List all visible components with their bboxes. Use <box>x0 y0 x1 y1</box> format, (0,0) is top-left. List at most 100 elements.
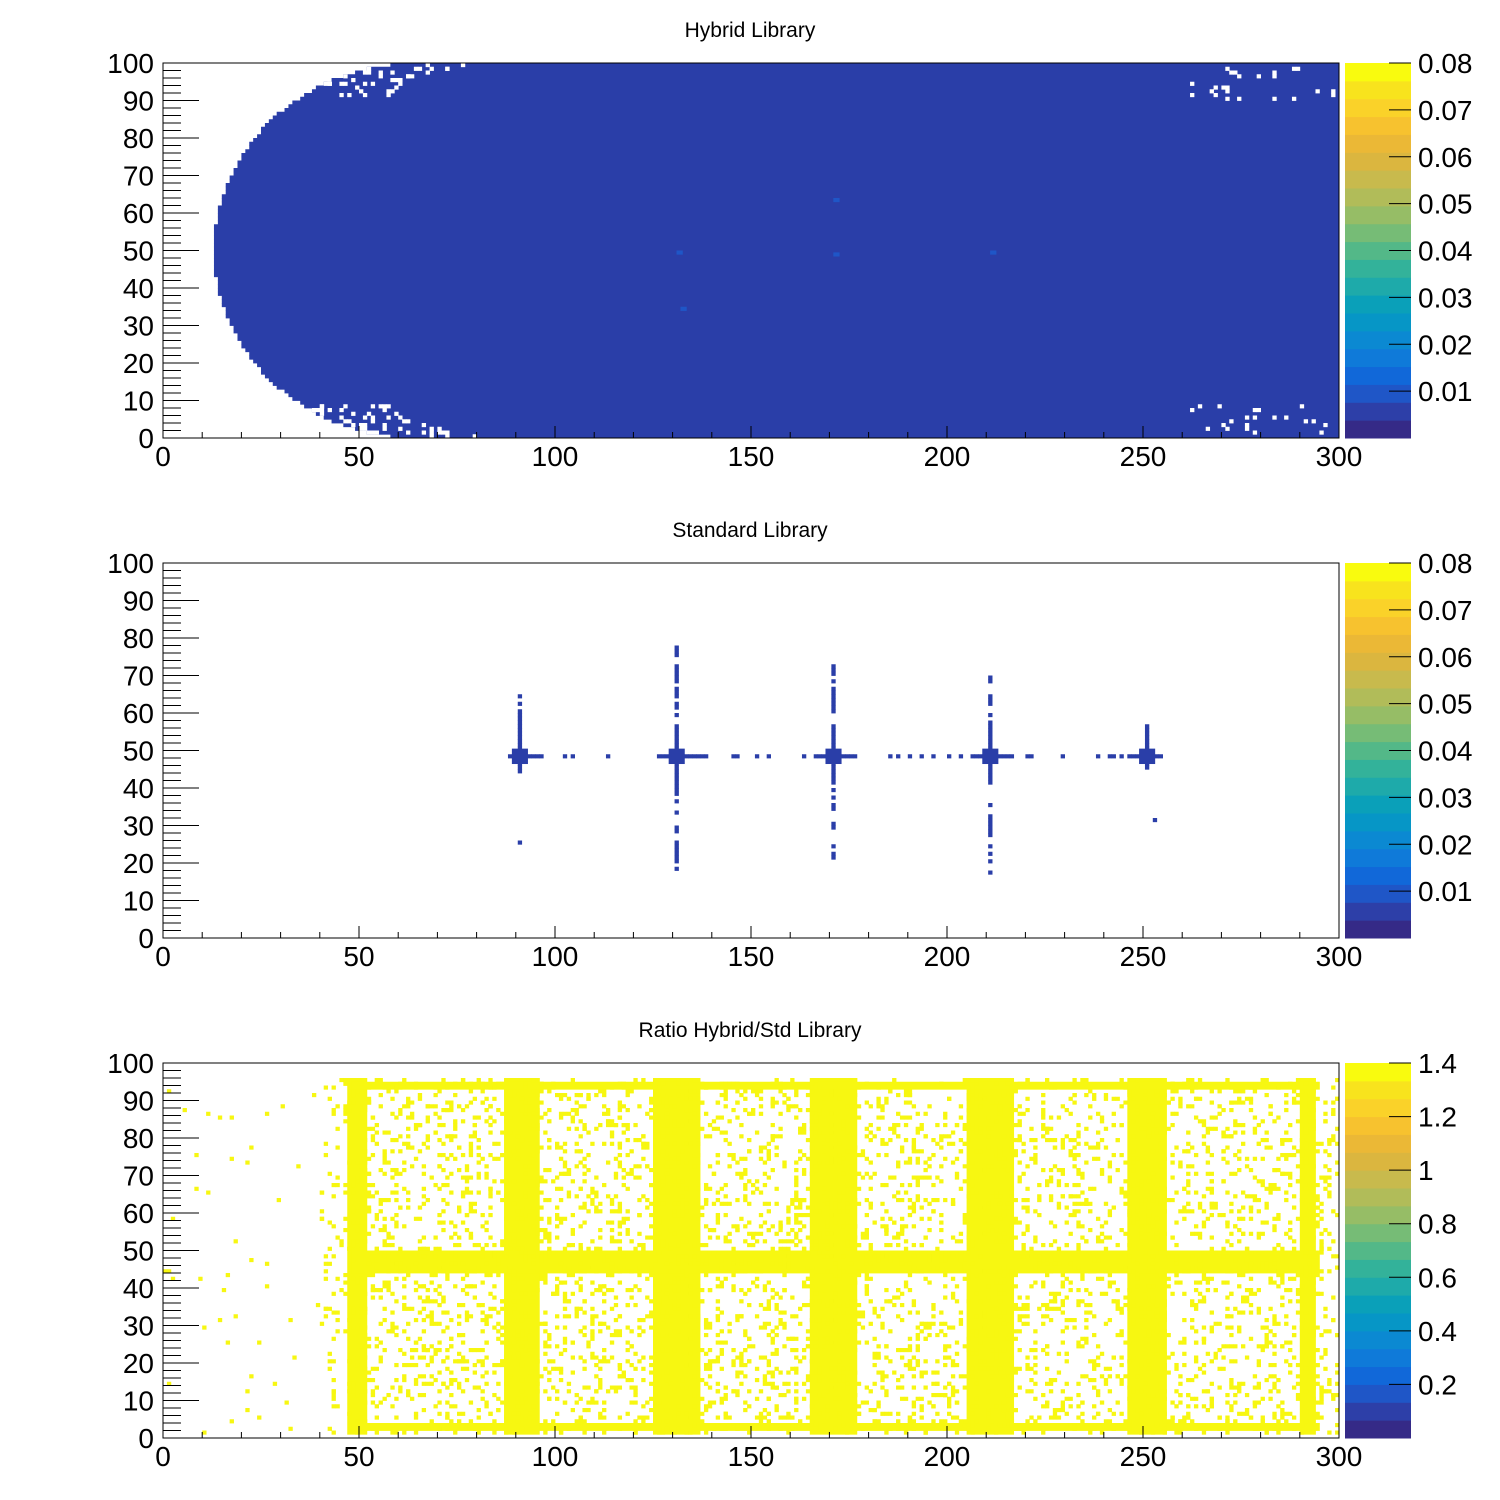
scatter-bin <box>986 1220 991 1225</box>
scatter-bin <box>876 1355 881 1360</box>
scatter-bin <box>472 1201 477 1206</box>
scatter-bin <box>1135 1108 1140 1113</box>
heatmap-bin <box>703 754 709 759</box>
scatter-bin <box>464 1310 470 1315</box>
scatter-bin <box>896 1123 901 1128</box>
scatter-bin <box>1056 1291 1062 1296</box>
scatter-bin <box>366 1336 372 1341</box>
scatter-bin <box>582 1123 587 1128</box>
scatter-bin <box>605 1194 611 1199</box>
scatter-bin <box>1123 1231 1128 1236</box>
scatter-bin <box>625 1288 630 1293</box>
scatter-bin <box>762 1201 768 1206</box>
scatter-bin <box>558 1366 564 1371</box>
scatter-bin <box>1072 1100 1077 1105</box>
scatter-bin <box>406 1321 411 1326</box>
scatter-bin <box>660 1310 666 1315</box>
scatter-bin <box>935 1265 940 1270</box>
scatter-bin <box>798 1213 803 1218</box>
heatmap-row <box>288 393 1339 398</box>
scatter-bin <box>1076 1123 1081 1128</box>
scatter-bin <box>1001 1205 1007 1210</box>
scatter-bin <box>915 1130 920 1135</box>
scatter-bin <box>805 1138 811 1143</box>
scatter-bin <box>523 1085 528 1090</box>
scatter-bin <box>637 1198 642 1203</box>
scatter-bin <box>453 1093 458 1098</box>
empty-bin <box>311 408 317 413</box>
scatter-bin <box>386 1198 391 1203</box>
scatter-bin <box>523 1250 528 1255</box>
scatter-bin <box>500 1333 505 1338</box>
scatter-bin <box>1009 1385 1015 1390</box>
scatter-bin <box>492 1325 497 1330</box>
empty-bin <box>319 411 325 416</box>
scatter-bin <box>445 1273 450 1278</box>
scatter-bin <box>1237 1156 1242 1161</box>
scatter-bin <box>1284 1340 1289 1345</box>
scatter-bin <box>974 1396 979 1401</box>
scatter-bin <box>543 1310 548 1315</box>
empty-bin <box>1319 430 1324 435</box>
scatter-bin <box>817 1108 822 1113</box>
scatter-bin <box>1041 1348 1046 1353</box>
scatter-bin <box>829 1205 834 1210</box>
scatter-bin <box>370 1250 376 1255</box>
scatter-bin <box>1084 1288 1089 1293</box>
scatter-bin <box>637 1164 642 1169</box>
empty-bin <box>402 419 407 424</box>
scatter-bin <box>1072 1423 1077 1428</box>
scatter-bin <box>609 1201 615 1206</box>
scatter-bin <box>825 1408 830 1413</box>
scatter-bin <box>605 1325 611 1330</box>
scatter-bin <box>366 1190 372 1195</box>
scatter-bin <box>1217 1423 1222 1428</box>
scatter-bin <box>1291 1426 1297 1431</box>
scatter-bin <box>668 1100 673 1105</box>
scatter-bin <box>1162 1329 1167 1334</box>
scatter-bin <box>590 1400 595 1405</box>
scatter-bin <box>617 1153 623 1158</box>
heatmap-bin <box>570 754 575 759</box>
colorbar-segment <box>1345 116 1411 135</box>
scatter-bin <box>398 1085 403 1090</box>
scatter-bin <box>429 1321 434 1326</box>
scatter-bin <box>1135 1205 1140 1210</box>
scatter-bin <box>390 1258 395 1263</box>
scatter-bin <box>1264 1093 1269 1098</box>
scatter-bin <box>943 1295 948 1300</box>
scatter-bin <box>915 1344 920 1349</box>
scatter-bin <box>723 1089 728 1094</box>
scatter-bin <box>1033 1348 1038 1353</box>
scatter-bin <box>982 1325 987 1330</box>
scatter-bin <box>672 1243 677 1248</box>
scatter-bin <box>970 1089 975 1094</box>
scatter-bin <box>766 1280 771 1285</box>
heatmap-bin <box>688 754 693 759</box>
scatter-bin <box>1315 1381 1320 1386</box>
scatter-bin <box>347 1389 352 1394</box>
scatter-bin <box>703 1430 709 1435</box>
scatter-bin <box>696 1261 701 1266</box>
heatmap-bin <box>817 754 822 759</box>
scatter-bin <box>574 1111 579 1116</box>
scatter-bin <box>1139 1179 1144 1184</box>
scatter-bin <box>1119 1190 1124 1195</box>
scatter-bin <box>915 1183 920 1188</box>
scatter-bin <box>1033 1239 1038 1244</box>
scatter-bin <box>899 1396 905 1401</box>
scatter-bin <box>1268 1258 1273 1263</box>
scatter-bin <box>555 1284 560 1289</box>
scatter-bin <box>543 1130 548 1135</box>
scatter-bin <box>343 1108 348 1113</box>
scatter-bin <box>821 1239 826 1244</box>
empty-bin <box>425 70 430 75</box>
scatter-bin <box>406 1096 411 1101</box>
scatter-bin <box>425 1363 430 1368</box>
scatter-bin <box>1307 1276 1312 1281</box>
scatter-bin <box>457 1423 462 1428</box>
scatter-bin <box>758 1269 764 1274</box>
scatter-bin <box>1060 1104 1065 1109</box>
scatter-bin <box>1174 1389 1179 1394</box>
scatter-bin <box>1064 1205 1069 1210</box>
